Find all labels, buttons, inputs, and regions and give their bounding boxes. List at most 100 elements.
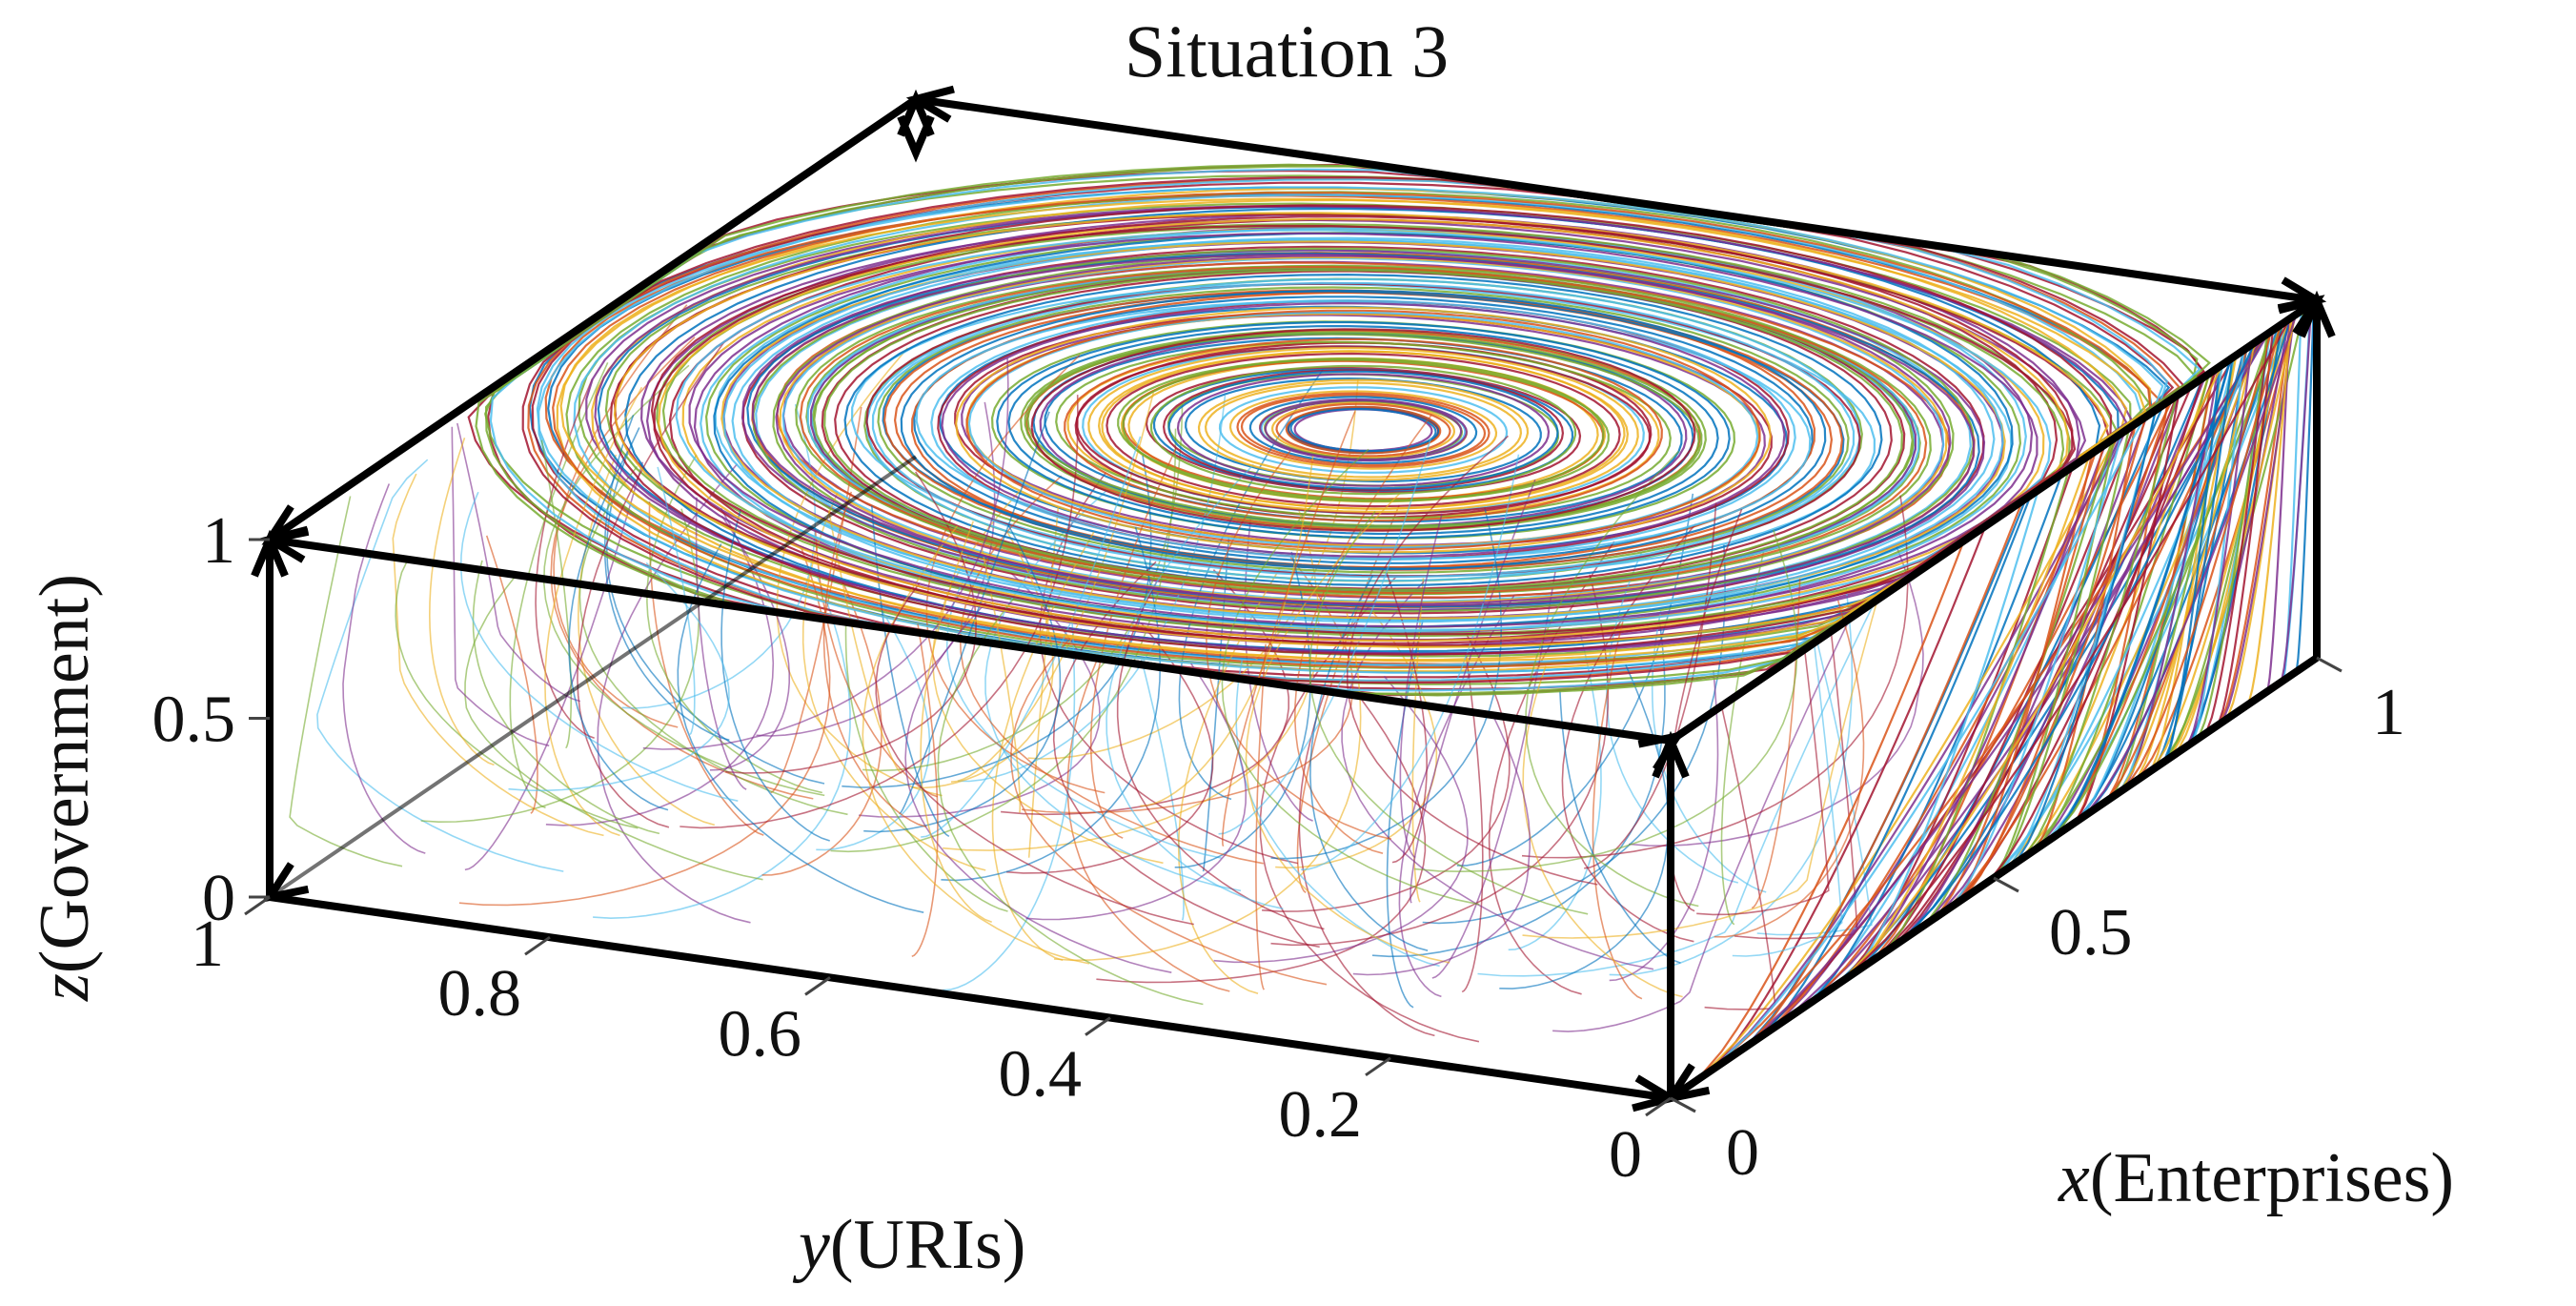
trajectory	[877, 286, 1850, 574]
trajectory	[1852, 443, 2107, 975]
trajectory	[827, 510, 903, 774]
trajectory	[1122, 357, 1605, 502]
trajectory	[1347, 435, 1598, 886]
trajectory	[2083, 314, 2298, 817]
trajectory	[752, 247, 1975, 613]
trajectory	[640, 218, 2087, 642]
trajectory	[1236, 392, 1491, 468]
trajectory	[2266, 318, 2291, 692]
trajectory	[814, 530, 939, 798]
y-axis-var: y	[792, 1206, 830, 1284]
trajectory	[1958, 399, 2171, 903]
trajectory	[1762, 495, 2032, 1036]
trajectory	[677, 543, 924, 913]
trajectory	[913, 296, 1814, 564]
trajectory	[1289, 407, 1437, 453]
trajectory-layer	[289, 163, 2315, 1082]
trajectory	[1076, 345, 1651, 515]
trajectory	[1704, 705, 1776, 1010]
trajectory	[342, 483, 426, 854]
trajectory	[1007, 324, 1719, 536]
trajectory	[1064, 337, 1663, 522]
trajectory	[2164, 366, 2221, 762]
trajectory	[1709, 525, 1987, 1072]
trajectory	[1005, 622, 1214, 874]
trajectory	[459, 491, 739, 802]
trajectory	[2075, 326, 2280, 823]
edge-right-top	[1668, 296, 2320, 745]
trajectory	[1010, 639, 1328, 986]
y-tick-label: 1	[191, 908, 224, 981]
trajectory	[621, 403, 817, 709]
trajectory	[1559, 690, 1681, 964]
trajectory	[1255, 643, 1267, 990]
trajectory	[984, 489, 1242, 892]
trajectory	[559, 197, 2147, 663]
trajectory	[1285, 405, 1442, 455]
trajectory	[2119, 342, 2256, 793]
trajectory	[1308, 511, 1589, 915]
trajectory	[1552, 618, 1851, 1032]
trajectory	[930, 298, 1796, 561]
x-axis-text: (Enterprises)	[2090, 1139, 2454, 1217]
trajectory	[679, 395, 1079, 829]
trajectory	[2247, 317, 2292, 705]
y-tick-mark	[1085, 1016, 1111, 1036]
trajectory	[781, 257, 1945, 603]
trajectory	[1140, 659, 1185, 921]
trajectory	[1105, 352, 1621, 508]
trajectory	[653, 215, 2074, 644]
trajectory	[810, 269, 1917, 592]
trajectory	[816, 602, 931, 851]
trajectory	[2124, 324, 2282, 789]
trajectory	[1461, 652, 1484, 993]
trajectory	[1561, 523, 1696, 943]
trajectory	[552, 192, 2152, 669]
trajectory	[1739, 337, 2264, 1052]
trajectory	[1751, 578, 1801, 909]
x-tick-mark	[2316, 656, 2343, 673]
z-axis-text: (Government)	[26, 574, 104, 973]
trajectory	[1228, 390, 1498, 470]
trajectory	[1197, 378, 1530, 481]
trajectory	[1398, 594, 1515, 998]
trajectory	[965, 309, 1761, 551]
trajectory	[967, 311, 1759, 549]
trajectory	[1101, 350, 1626, 510]
trajectory	[1756, 641, 1873, 936]
trajectory	[1264, 398, 1463, 461]
trajectory	[921, 436, 1142, 838]
trajectory	[2162, 357, 2234, 763]
x-axis-label: x(Enterprises)	[2058, 1139, 2454, 1217]
trajectory	[937, 597, 1204, 1006]
trajectory	[1270, 401, 1456, 459]
trajectory	[1477, 601, 1876, 977]
trajectory	[451, 426, 550, 747]
trajectory	[542, 364, 825, 797]
z-axis-label: z(Government)	[26, 574, 104, 1002]
trajectory	[1162, 369, 1565, 491]
trajectory	[2197, 334, 2268, 740]
y-tick-label: 0.4	[999, 1038, 1083, 1112]
trajectory	[2295, 302, 2315, 672]
trajectory	[911, 623, 939, 958]
trajectory	[1026, 333, 1700, 527]
trajectory	[2105, 331, 2273, 803]
trajectory	[458, 547, 831, 907]
edge-left-top	[267, 95, 919, 543]
trajectory	[722, 236, 2004, 623]
arrow-top-corner	[1637, 730, 1686, 772]
y-tick-mark	[244, 895, 271, 916]
trajectory	[931, 490, 1164, 865]
edge-hidden	[268, 455, 918, 899]
trajectory	[428, 438, 495, 766]
z-tick-label: 0	[202, 862, 235, 935]
trajectory	[1522, 665, 1683, 998]
trajectory	[1222, 411, 1356, 847]
trajectory	[1592, 613, 1643, 1000]
trajectory	[1087, 347, 1639, 513]
trajectory	[843, 273, 1883, 587]
x-axis-var: x	[2058, 1139, 2090, 1217]
trajectory	[746, 252, 1980, 608]
